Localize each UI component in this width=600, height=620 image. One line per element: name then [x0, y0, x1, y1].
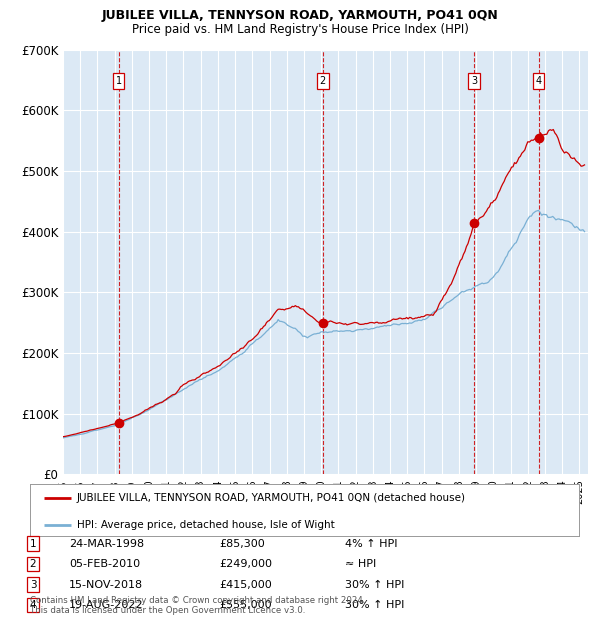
Text: 19-AUG-2022: 19-AUG-2022	[69, 600, 143, 610]
Text: £85,300: £85,300	[219, 539, 265, 549]
Text: 4: 4	[29, 600, 37, 610]
Text: 2: 2	[320, 76, 326, 86]
Text: 1: 1	[116, 76, 122, 86]
Text: HPI: Average price, detached house, Isle of Wight: HPI: Average price, detached house, Isle…	[77, 520, 334, 529]
Text: 4: 4	[536, 76, 542, 86]
Text: 30% ↑ HPI: 30% ↑ HPI	[345, 600, 404, 610]
Text: Price paid vs. HM Land Registry's House Price Index (HPI): Price paid vs. HM Land Registry's House …	[131, 23, 469, 36]
Text: ≈ HPI: ≈ HPI	[345, 559, 376, 569]
Text: £249,000: £249,000	[219, 559, 272, 569]
Text: 05-FEB-2010: 05-FEB-2010	[69, 559, 140, 569]
Text: 2: 2	[29, 559, 37, 569]
Text: Contains HM Land Registry data © Crown copyright and database right 2024.
This d: Contains HM Land Registry data © Crown c…	[30, 596, 365, 615]
Text: £555,000: £555,000	[219, 600, 272, 610]
Text: 30% ↑ HPI: 30% ↑ HPI	[345, 580, 404, 590]
Text: 3: 3	[471, 76, 477, 86]
Text: 24-MAR-1998: 24-MAR-1998	[69, 539, 144, 549]
Text: 1: 1	[29, 539, 37, 549]
Text: JUBILEE VILLA, TENNYSON ROAD, YARMOUTH, PO41 0QN: JUBILEE VILLA, TENNYSON ROAD, YARMOUTH, …	[101, 9, 499, 22]
Text: £415,000: £415,000	[219, 580, 272, 590]
Text: 15-NOV-2018: 15-NOV-2018	[69, 580, 143, 590]
Text: JUBILEE VILLA, TENNYSON ROAD, YARMOUTH, PO41 0QN (detached house): JUBILEE VILLA, TENNYSON ROAD, YARMOUTH, …	[77, 494, 466, 503]
Text: 4% ↑ HPI: 4% ↑ HPI	[345, 539, 398, 549]
Text: 3: 3	[29, 580, 37, 590]
